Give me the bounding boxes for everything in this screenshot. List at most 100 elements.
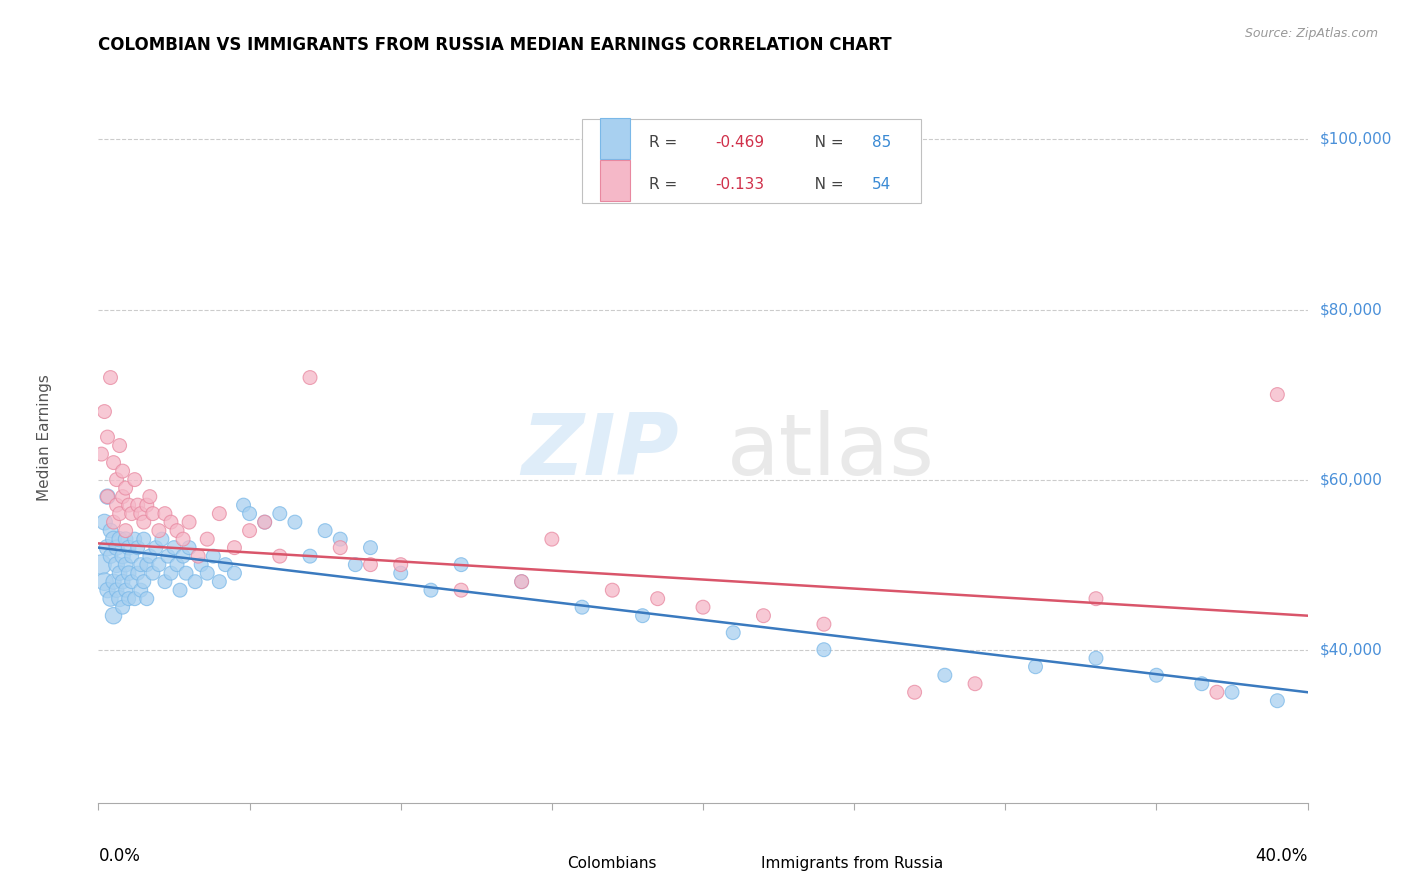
Point xyxy=(118,541,141,555)
Point xyxy=(111,549,134,563)
Point xyxy=(232,498,254,512)
Text: COLOMBIAN VS IMMIGRANTS FROM RUSSIA MEDIAN EARNINGS CORRELATION CHART: COLOMBIAN VS IMMIGRANTS FROM RUSSIA MEDI… xyxy=(98,36,891,54)
Text: $80,000: $80,000 xyxy=(1320,302,1382,317)
Point xyxy=(127,566,149,581)
Point xyxy=(253,515,276,529)
Point xyxy=(195,566,218,581)
FancyBboxPatch shape xyxy=(582,119,921,203)
Point xyxy=(1265,694,1288,708)
Point xyxy=(111,574,134,589)
Point xyxy=(114,524,136,538)
Point xyxy=(108,532,131,546)
Point xyxy=(114,583,136,598)
Point xyxy=(105,558,128,572)
Text: $60,000: $60,000 xyxy=(1320,472,1382,487)
Point xyxy=(103,515,125,529)
Point xyxy=(389,566,412,581)
Point xyxy=(114,481,136,495)
Point xyxy=(166,558,188,572)
Point xyxy=(96,430,118,444)
Point xyxy=(160,515,183,529)
Point xyxy=(202,549,225,563)
Point xyxy=(108,507,131,521)
Point xyxy=(118,498,141,512)
Point xyxy=(752,608,775,623)
Text: -0.133: -0.133 xyxy=(716,177,765,192)
Point xyxy=(163,541,186,555)
Point xyxy=(96,490,118,504)
Point xyxy=(100,524,122,538)
Point xyxy=(1206,685,1229,699)
Point xyxy=(174,566,197,581)
Point xyxy=(93,574,115,589)
Point xyxy=(114,558,136,572)
Text: N =: N = xyxy=(800,135,848,150)
Point xyxy=(169,583,191,598)
Point xyxy=(187,549,209,563)
Point xyxy=(510,574,533,589)
Point xyxy=(103,608,125,623)
Point xyxy=(647,591,669,606)
Text: $100,000: $100,000 xyxy=(1320,132,1392,147)
Point xyxy=(166,524,188,538)
Point xyxy=(299,549,322,563)
Point xyxy=(150,532,173,546)
Point xyxy=(1191,677,1213,691)
Text: R =: R = xyxy=(648,135,686,150)
Point xyxy=(114,532,136,546)
Point xyxy=(602,583,624,598)
Point xyxy=(813,642,835,657)
Point xyxy=(93,515,115,529)
Text: 40.0%: 40.0% xyxy=(1256,847,1308,864)
Point xyxy=(934,668,956,682)
Text: 85: 85 xyxy=(872,135,891,150)
Point xyxy=(1220,685,1243,699)
Point xyxy=(105,473,128,487)
Point xyxy=(965,677,987,691)
Point xyxy=(135,558,157,572)
Point xyxy=(148,524,170,538)
Point xyxy=(1024,659,1046,673)
Point xyxy=(1144,668,1167,682)
Point xyxy=(121,507,143,521)
Point xyxy=(239,524,262,538)
Point xyxy=(145,541,167,555)
Point xyxy=(108,439,131,453)
Point xyxy=(540,532,562,546)
Point xyxy=(184,574,207,589)
Point xyxy=(299,370,322,384)
Point xyxy=(721,625,744,640)
Point xyxy=(96,541,118,555)
Point xyxy=(129,507,152,521)
Point xyxy=(135,591,157,606)
Point xyxy=(269,507,291,521)
Point xyxy=(148,558,170,572)
Point xyxy=(103,574,125,589)
Text: 54: 54 xyxy=(872,177,891,192)
Point xyxy=(389,558,412,572)
Point xyxy=(121,549,143,563)
Point xyxy=(103,532,125,546)
Point xyxy=(177,515,201,529)
Text: ZIP: ZIP xyxy=(522,410,679,493)
Text: R =: R = xyxy=(648,177,686,192)
Point xyxy=(239,507,262,521)
Point xyxy=(93,404,115,418)
Text: Source: ZipAtlas.com: Source: ZipAtlas.com xyxy=(1244,27,1378,40)
Point xyxy=(631,608,654,623)
Point xyxy=(329,541,352,555)
Point xyxy=(132,574,155,589)
Point xyxy=(96,490,118,504)
Point xyxy=(108,566,131,581)
Point xyxy=(156,549,179,563)
Point xyxy=(450,558,472,572)
Bar xyxy=(600,119,630,159)
Point xyxy=(100,549,122,563)
Point xyxy=(450,583,472,598)
Point xyxy=(208,574,231,589)
Point xyxy=(108,591,131,606)
Text: -0.469: -0.469 xyxy=(716,135,765,150)
Text: Immigrants from Russia: Immigrants from Russia xyxy=(761,856,943,871)
Point xyxy=(124,591,146,606)
Point xyxy=(135,498,157,512)
